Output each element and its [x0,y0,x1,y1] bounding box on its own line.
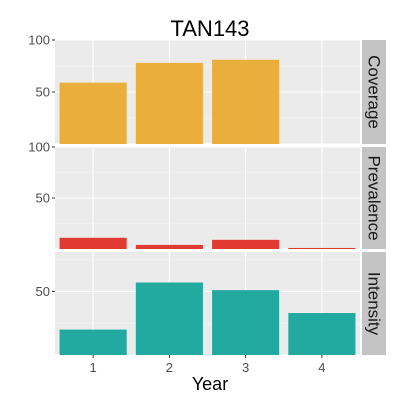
x-tick-label: 3 [242,360,249,375]
facet-strip [362,147,386,249]
y-tick-label: 50 [36,191,50,206]
x-axis: 1 2 3 4 [90,355,325,375]
chart-title: TAN143 [170,16,249,41]
bar-intensity-3 [212,290,280,355]
bar-coverage-1 [59,82,127,144]
bar-prevalence-1 [59,237,127,249]
facet-strip [362,252,386,355]
bar-intensity-1 [59,329,127,355]
bar-coverage-2 [135,62,203,144]
bar-intensity-4 [288,313,356,355]
y-tick-label: 50 [36,284,50,299]
x-tick-label: 1 [90,360,97,375]
bar-intensity-2 [135,282,203,355]
panel-coverage: 100 50 Coverage [28,33,386,145]
facet-label-intensity: Intensity [365,272,384,336]
x-tick-label: 4 [318,360,325,375]
y-tick-label: 100 [28,140,50,155]
bar-prevalence-3 [212,239,280,249]
facet-label-coverage: Coverage [365,55,384,129]
facet-label-prevalence: Prevalence [365,155,384,240]
chart-panels: 100 50 Coverage 100 50 Prevalence 50 Intensity [28,33,386,356]
x-axis-title: Year [192,374,228,394]
bar-prevalence-2 [135,244,203,249]
panel-intensity: 50 Intensity [36,252,386,356]
y-tick-label: 50 [36,85,50,100]
bar-coverage-3 [212,59,280,145]
panel-prevalence: 100 50 Prevalence [28,140,386,250]
bar-prevalence-4 [288,247,356,249]
x-tick-label: 2 [166,360,173,375]
y-tick-label: 100 [28,33,50,48]
facet-strip [362,40,386,144]
